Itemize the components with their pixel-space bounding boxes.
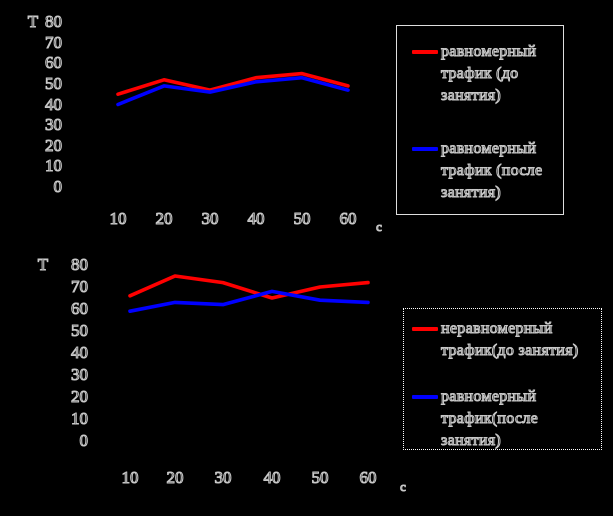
legend-item: неравномерный трафик(до занятия) [412, 318, 601, 362]
y-tick-label: 50 [45, 73, 63, 93]
y-tick-label: 10 [71, 409, 89, 429]
legend-label: равномерный трафик (после занятия) [441, 140, 543, 202]
x-tick-label: 10 [121, 468, 139, 488]
blue-line-swatch-icon [412, 395, 438, 399]
legend-label: неравномерный трафик(до занятия) [441, 320, 579, 360]
y-tick-label: 60 [71, 299, 89, 319]
y-tick-label: 20 [45, 135, 63, 155]
series-line-bottom-1 [128, 289, 370, 314]
top-y-axis-title: Т [27, 12, 39, 32]
y-tick-label: 50 [71, 321, 89, 341]
top-legend-box: равномерный трафик (до занятия) равномер… [396, 25, 564, 215]
red-line-swatch-icon [412, 327, 438, 331]
x-tick-label: 20 [166, 468, 184, 488]
y-tick-label: 40 [71, 343, 89, 363]
bottom-y-axis-title: Т [37, 255, 49, 275]
bottom-x-axis-unit-label: с [400, 479, 407, 495]
y-tick-label: 40 [45, 94, 63, 114]
blue-line-swatch-icon [412, 147, 438, 151]
y-tick-label: 30 [45, 115, 63, 135]
y-tick-label: 60 [45, 53, 63, 73]
legend-item: равномерный трафик (до занятия) [412, 41, 563, 107]
y-tick-label: 0 [53, 177, 63, 197]
series-line-bottom-0 [128, 274, 370, 300]
x-tick-label: 20 [155, 209, 173, 229]
x-tick-label: 50 [311, 468, 329, 488]
y-tick-label: 70 [45, 32, 63, 52]
x-tick-label: 10 [109, 209, 127, 229]
x-tick-label: 40 [247, 209, 265, 229]
x-tick-label: 50 [293, 209, 311, 229]
legend-item: равномерный трафик (после занятия) [412, 138, 563, 204]
y-tick-label: 10 [45, 156, 63, 176]
x-tick-label: 40 [263, 468, 281, 488]
y-tick-label: 0 [79, 431, 89, 451]
legend-label: равномерный трафик (до занятия) [441, 43, 537, 105]
y-tick-label: 30 [71, 365, 89, 385]
y-tick-label: 80 [71, 255, 89, 275]
top-x-axis-unit-label: с [376, 219, 383, 235]
series-line-top-1 [116, 75, 350, 107]
series-line-top-0 [116, 71, 350, 96]
x-tick-label: 60 [339, 209, 357, 229]
y-tick-label: 80 [45, 12, 63, 32]
red-line-swatch-icon [412, 50, 438, 54]
x-tick-label: 30 [214, 468, 232, 488]
legend-label: равномерный трафик(после занятия) [441, 388, 539, 450]
y-tick-label: 70 [71, 277, 89, 297]
x-tick-label: 30 [201, 209, 219, 229]
y-tick-label: 20 [71, 387, 89, 407]
legend-item: равномерный трафик(после занятия) [412, 386, 601, 452]
x-tick-label: 60 [359, 468, 377, 488]
bottom-legend-box: неравномерный трафик(до занятия) равноме… [403, 308, 602, 450]
